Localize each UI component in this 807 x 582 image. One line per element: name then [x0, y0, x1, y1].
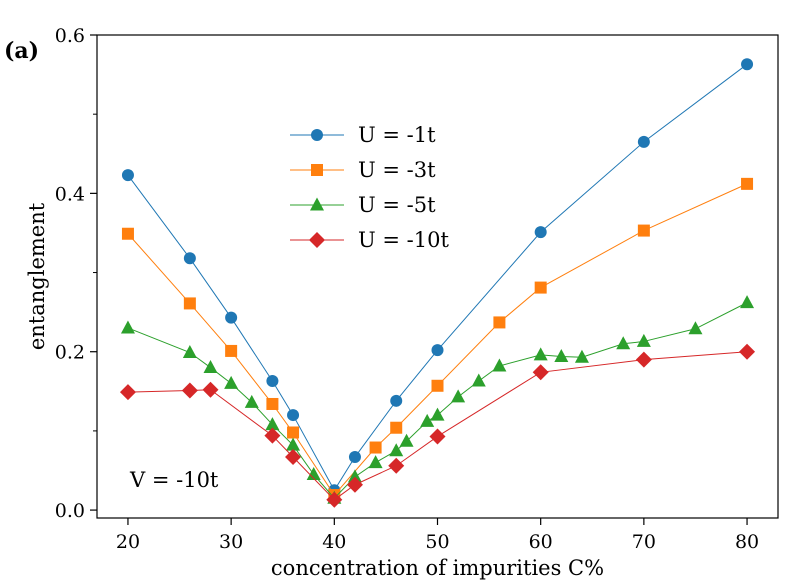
legend-marker [310, 197, 324, 211]
data-point [688, 321, 703, 335]
data-point [471, 373, 486, 387]
data-point [420, 413, 435, 427]
data-point [430, 407, 445, 421]
data-point [244, 394, 259, 408]
series-2 [121, 177, 754, 502]
data-point [182, 345, 197, 359]
data-point [181, 382, 198, 399]
data-point [635, 351, 652, 368]
data-point [306, 466, 321, 480]
data-point [368, 455, 383, 469]
data-point [429, 428, 446, 445]
legend-label: U = -5t [358, 193, 436, 217]
data-point [636, 333, 651, 347]
legend-entry: U = -3t [290, 158, 436, 182]
series-line [127, 63, 748, 492]
legend: U = -1t U = -3t U = -5t U = -10t [290, 123, 449, 252]
data-point [119, 384, 136, 401]
x-tick-label: 20 [116, 531, 140, 553]
data-point [534, 226, 547, 239]
series-4 [119, 343, 756, 508]
data-point [121, 169, 134, 182]
x-tick-label: 60 [529, 531, 553, 553]
data-point [369, 441, 382, 454]
legend-label: U = -1t [358, 123, 436, 147]
data-point [183, 252, 196, 265]
data-point [347, 469, 362, 483]
x-axis-label: concentration of impurities C% [271, 556, 604, 580]
legend-marker [309, 232, 325, 248]
legend-marker [311, 129, 323, 141]
data-point [399, 433, 414, 447]
panel-label: (a) [4, 38, 39, 64]
data-point [388, 457, 405, 474]
y-tick-label: 0.0 [55, 500, 85, 522]
data-point [285, 449, 302, 466]
data-point [389, 443, 404, 457]
data-point [532, 364, 549, 381]
data-point [224, 375, 239, 389]
data-point [637, 135, 650, 148]
data-point [739, 343, 756, 360]
series-1 [121, 58, 754, 497]
data-point [534, 281, 547, 294]
data-point [326, 491, 343, 508]
y-tick-label: 0.4 [55, 183, 85, 205]
data-point [225, 311, 238, 324]
data-point [493, 316, 506, 329]
data-point [740, 295, 755, 309]
data-point [431, 344, 444, 357]
data-point [120, 320, 135, 334]
data-point [348, 451, 361, 464]
y-axis-label: entanglement [25, 202, 49, 350]
data-point [121, 227, 134, 240]
data-point [554, 348, 569, 362]
series-line [127, 351, 748, 501]
series-layer [119, 58, 756, 508]
data-point [225, 344, 238, 357]
data-point [265, 417, 280, 431]
x-tick-label: 80 [735, 531, 759, 553]
data-point [266, 375, 279, 388]
y-tick-label: 0.2 [55, 342, 85, 364]
data-point [287, 426, 300, 439]
data-point [266, 397, 279, 410]
legend-label: U = -3t [358, 158, 436, 182]
data-point [390, 394, 403, 407]
data-point [533, 347, 548, 361]
data-point [574, 349, 589, 363]
x-tick-label: 40 [322, 531, 346, 553]
data-point [287, 409, 300, 422]
annotation-v: V = -10t [129, 468, 219, 492]
data-point [451, 389, 466, 403]
data-point [431, 379, 444, 392]
data-point [741, 177, 754, 190]
data-point [286, 437, 301, 451]
data-point [616, 336, 631, 350]
series-3 [120, 295, 755, 504]
data-point [492, 358, 507, 372]
data-point [202, 381, 219, 398]
legend-entry: U = -1t [290, 123, 436, 147]
data-point [203, 360, 218, 374]
data-point [346, 476, 363, 493]
x-tick-label: 50 [425, 531, 449, 553]
series-line [127, 302, 748, 499]
data-point [637, 224, 650, 237]
data-point [264, 427, 281, 444]
legend-marker [311, 164, 323, 176]
data-point [741, 58, 754, 71]
data-point [390, 421, 403, 434]
legend-entry: U = -5t [290, 193, 436, 217]
ticks-layer: 20 30 40 50 60 70 80 0.0 0.2 0.4 0.6 [55, 25, 759, 553]
y-tick-label: 0.6 [55, 25, 85, 47]
legend-entry: U = -10t [290, 228, 449, 252]
legend-label: U = -10t [358, 228, 449, 252]
plot-frame [96, 34, 779, 519]
x-tick-label: 70 [632, 531, 656, 553]
x-tick-label: 30 [219, 531, 243, 553]
data-point [183, 297, 196, 310]
